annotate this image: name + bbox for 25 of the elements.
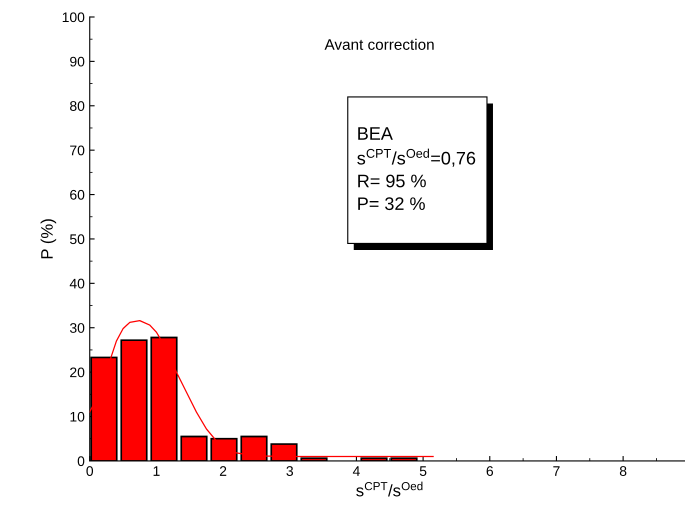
x-tick-label: 2 — [220, 466, 226, 476]
y-tick-label: 10 — [70, 412, 84, 422]
x-tick-label: 4 — [352, 466, 360, 476]
y-tick-label: 90 — [70, 56, 84, 67]
y-tick-label: 0 — [78, 456, 84, 466]
x-tick-label: 3 — [286, 466, 294, 476]
x-tick-label: 6 — [486, 466, 494, 476]
x-tick-label: 1 — [154, 466, 160, 476]
y-axis-title: P (%) — [40, 219, 56, 258]
line-series — [90, 320, 434, 458]
annotation: Avant correction — [324, 38, 434, 50]
x-tick-label: 0 — [86, 466, 94, 476]
y-tick-label: 80 — [70, 101, 84, 111]
y-tick-label: 50 — [70, 234, 84, 244]
x-tick-label: 7 — [553, 466, 560, 476]
y-tick-label: 70 — [70, 146, 84, 156]
x-axis-title: s$^{CPT}$/s$^{Oed}$ — [356, 482, 422, 496]
y-tick-label: 60 — [70, 190, 84, 200]
x-tick-label: 5 — [420, 466, 426, 476]
y-tick-label: 30 — [70, 323, 84, 333]
y-tick-label: 100 — [62, 12, 84, 22]
y-tick-label: 20 — [70, 367, 84, 378]
x-tick-label: 8 — [620, 466, 626, 476]
annotation: BEA s$^{CPT}$/s$^{Oed}$=0,76 R= 95 % P= 32 % — [357, 127, 476, 210]
y-tick-label: 40 — [70, 278, 84, 289]
